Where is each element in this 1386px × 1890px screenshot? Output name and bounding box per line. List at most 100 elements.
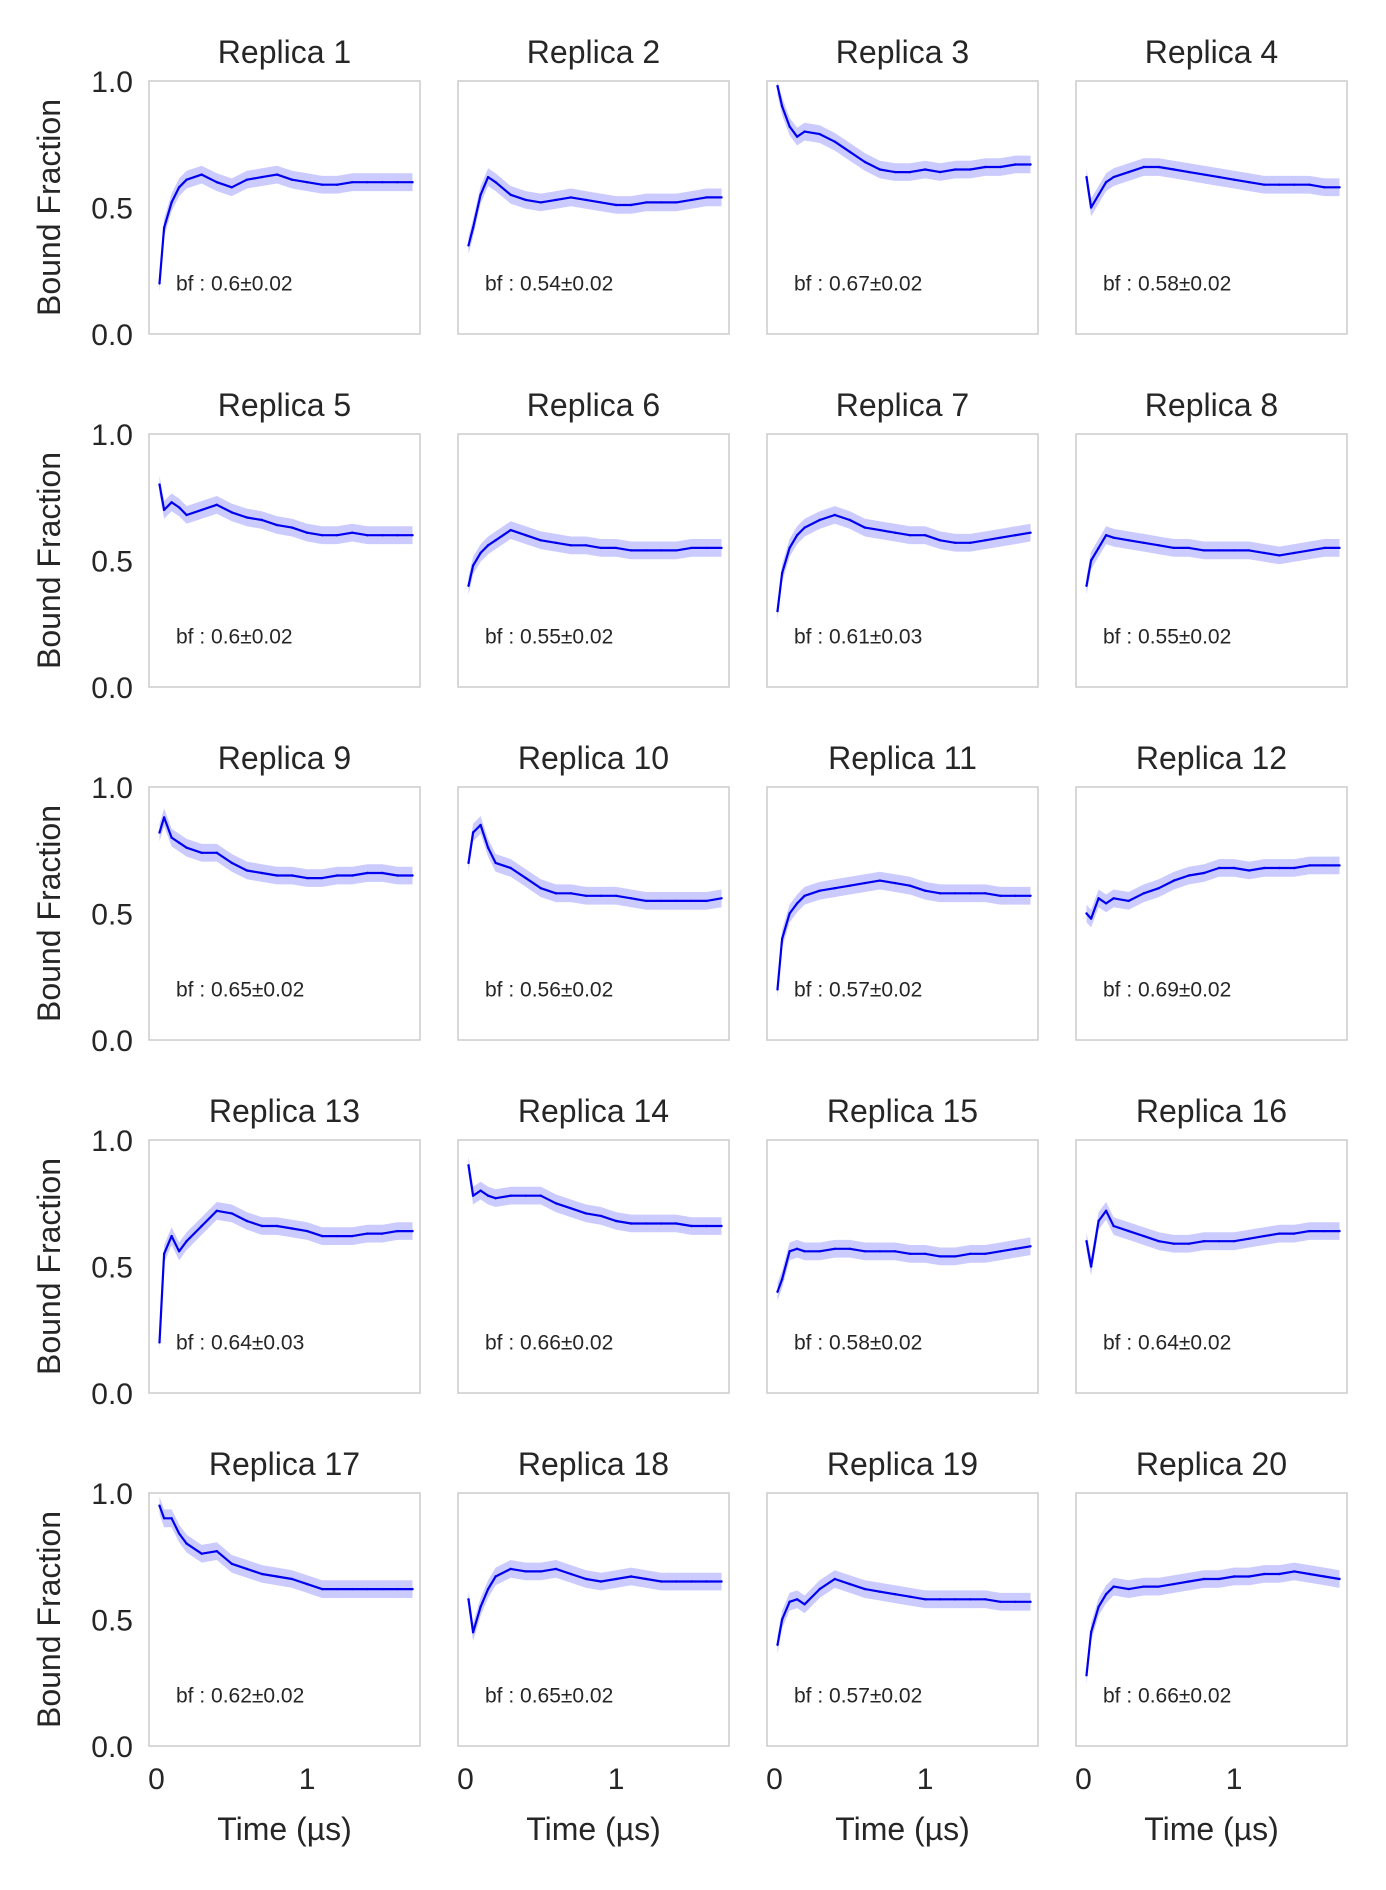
data-point	[1142, 1234, 1146, 1238]
subplot-replica-5: Replica 5 bf : 0.6±0.02 0.0 0.5 1.0 Bound Fra…	[31, 387, 421, 705]
data-point	[818, 132, 821, 136]
data-point	[524, 534, 527, 537]
data-point	[366, 1232, 369, 1235]
data-point	[645, 549, 648, 552]
data-point	[1293, 183, 1296, 186]
data-point	[471, 226, 475, 229]
subplot-replica-14: Replica 14 bf : 0.66±0.02	[457, 1093, 730, 1394]
data-point	[1293, 1232, 1296, 1235]
data-point	[320, 183, 324, 186]
data-point	[795, 135, 799, 138]
data-point	[200, 1224, 203, 1228]
data-point	[215, 1550, 218, 1553]
subplot-replica-12: Replica 12 bf : 0.69±0.02	[1075, 740, 1348, 1041]
y-tick-label: 0.5	[91, 1252, 133, 1285]
data-point	[1142, 165, 1146, 169]
data-point	[1089, 1265, 1093, 1268]
bf-annotation: bf : 0.54±0.02	[485, 272, 613, 295]
data-point	[215, 181, 218, 184]
uncertainty-band	[1086, 856, 1340, 928]
plot-frame	[766, 1139, 1039, 1394]
bf-annotation: bf : 0.55±0.02	[485, 625, 613, 648]
data-point	[539, 887, 542, 890]
data-point	[1202, 1240, 1206, 1243]
subplot-replica-17: Replica 17 bf : 0.62±0.02 0.0 0.5 1.0 Bound F…	[31, 1446, 421, 1847]
bf-annotation: bf : 0.58±0.02	[794, 1331, 922, 1354]
data-point	[908, 534, 912, 537]
data-point	[275, 1575, 279, 1578]
data-point	[614, 203, 618, 207]
y-tick-label: 1.0	[91, 1478, 133, 1511]
data-point	[162, 1517, 166, 1520]
series-line	[776, 879, 1031, 990]
data-point	[158, 1341, 161, 1344]
data-point	[524, 198, 527, 202]
data-point	[614, 1219, 618, 1223]
data-point	[1127, 170, 1130, 174]
data-point	[675, 549, 678, 552]
data-point	[1263, 1572, 1266, 1576]
x-tick-label: 1	[917, 1763, 934, 1796]
data-point	[185, 513, 188, 517]
data-point	[381, 1232, 384, 1235]
data-point	[177, 506, 181, 509]
uncertainty-band	[777, 1570, 1031, 1654]
subplot-replica-11: Replica 11 bf : 0.57±0.02	[766, 740, 1039, 1041]
data-point	[509, 866, 512, 870]
data-point	[185, 846, 188, 849]
data-point	[954, 1598, 957, 1601]
data-point	[1202, 173, 1206, 176]
data-point	[1029, 1245, 1032, 1248]
data-point	[1232, 549, 1236, 552]
data-point	[1308, 864, 1311, 867]
data-point	[305, 1582, 309, 1586]
data-point	[954, 541, 957, 544]
data-point	[675, 1222, 678, 1225]
bf-annotation: bf : 0.55±0.02	[1103, 625, 1231, 648]
plot-frame	[457, 786, 730, 1041]
uncertainty-band	[159, 1202, 413, 1352]
data-point	[275, 1224, 279, 1228]
data-point	[893, 881, 897, 885]
data-point	[1142, 541, 1146, 544]
data-point	[863, 1587, 867, 1591]
data-point	[494, 861, 497, 865]
data-point	[471, 1194, 475, 1197]
data-point	[539, 201, 542, 204]
data-point	[984, 1252, 987, 1256]
data-point	[1104, 181, 1108, 184]
data-point	[584, 1577, 588, 1581]
data-point	[1097, 546, 1100, 550]
data-point	[705, 196, 708, 199]
data-point	[1217, 866, 1221, 870]
data-point	[290, 874, 294, 877]
series-line	[776, 1245, 1031, 1293]
data-point	[969, 168, 972, 171]
data-point	[1278, 1232, 1281, 1235]
data-point	[177, 1250, 181, 1253]
series-line	[1085, 165, 1340, 209]
subplot-title: Replica 2	[527, 34, 660, 70]
data-point	[351, 181, 354, 184]
data-point	[170, 836, 173, 839]
subplot-replica-10: Replica 10 bf : 0.56±0.02	[457, 740, 730, 1041]
data-point	[158, 831, 161, 834]
data-point	[320, 876, 324, 880]
y-tick-label: 0.5	[91, 1605, 133, 1638]
data-point	[1029, 1600, 1032, 1604]
data-point	[1187, 1580, 1191, 1583]
y-tick-label: 0.5	[91, 193, 133, 226]
data-point	[645, 1222, 648, 1225]
data-point	[1085, 1674, 1088, 1677]
data-point	[1202, 871, 1206, 875]
y-tick-label: 1.0	[91, 772, 133, 805]
data-point	[690, 899, 693, 903]
data-point	[245, 1567, 249, 1571]
data-point	[788, 912, 791, 915]
subplot-replica-20: Replica 20 bf : 0.66±0.02 0 1 Time (µs)	[1075, 1446, 1348, 1847]
data-point	[336, 1587, 339, 1591]
data-point	[923, 168, 927, 171]
data-point	[245, 516, 249, 519]
data-point	[479, 551, 482, 555]
data-point	[690, 1580, 693, 1583]
